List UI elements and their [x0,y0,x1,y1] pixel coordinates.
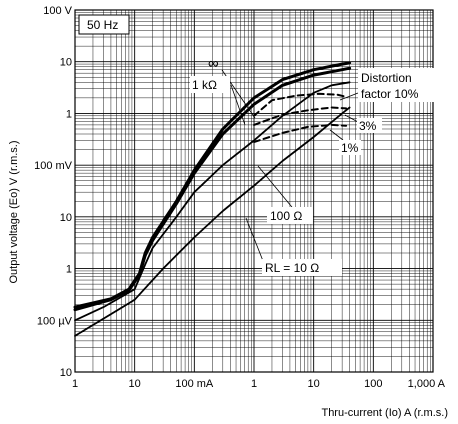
x-tick-label: 1 [251,378,257,390]
label-1pct-bg [339,140,361,155]
chart-grid [74,10,433,373]
y-tick-label: 100 V [43,5,72,17]
x-tick-label: 1,000 A [408,378,446,390]
x-tick-labels: 1 10 100 mA 1 10 100 1,000 A [72,378,446,390]
frequency-label-box [78,14,130,35]
y-tick-label: 1 [66,264,72,276]
frequency-label: 50 Hz [87,18,118,32]
label-1k-bg [190,76,230,93]
x-tick-label: 10 [129,378,141,390]
label-distortion-line2: factor 10% [361,87,419,101]
plot-frame [74,9,434,373]
series-line [253,92,348,117]
y-tick-label: 100 mV [34,160,73,172]
x-tick-label: 100 mA [175,378,214,390]
label-distortion-line1: Distortion [361,71,412,85]
label-1k: 1 kΩ [192,78,217,92]
y-tick-label: 10 [60,57,72,69]
label-100ohm-bg [267,207,313,224]
label-infinity: ∞ [208,55,219,72]
x-tick-label: 1 [72,378,78,390]
y-tick-label: 1 [66,108,72,120]
y-tick-label: 100 µV [37,315,73,327]
label-rl: RL = 10 Ω [265,261,319,275]
x-tick-label: 10 [308,378,320,390]
label-1pct: 1% [341,141,359,155]
series-line [73,66,352,312]
label-3pct: 3% [359,119,377,133]
label-distortion-bg [358,68,434,102]
series-line [253,123,348,143]
x-tick-label: 100 [364,378,382,390]
label-3pct-bg [357,118,382,133]
y-tick-label: 10 [60,367,72,379]
x-axis-label: Thru-current (Io) A (r.m.s.) [321,407,448,419]
chart-series-group [73,61,352,337]
label-100ohm: 100 Ω [270,209,302,223]
y-tick-labels: 10 100 µV 1 10 100 mV 1 10 100 V [34,5,73,379]
y-axis-label: Output voltage (Eo) V (r.m.s.) [8,140,20,283]
label-rl-bg [262,259,342,276]
series-line [253,106,348,126]
series-line [74,81,351,322]
y-tick-label: 10 [60,212,72,224]
